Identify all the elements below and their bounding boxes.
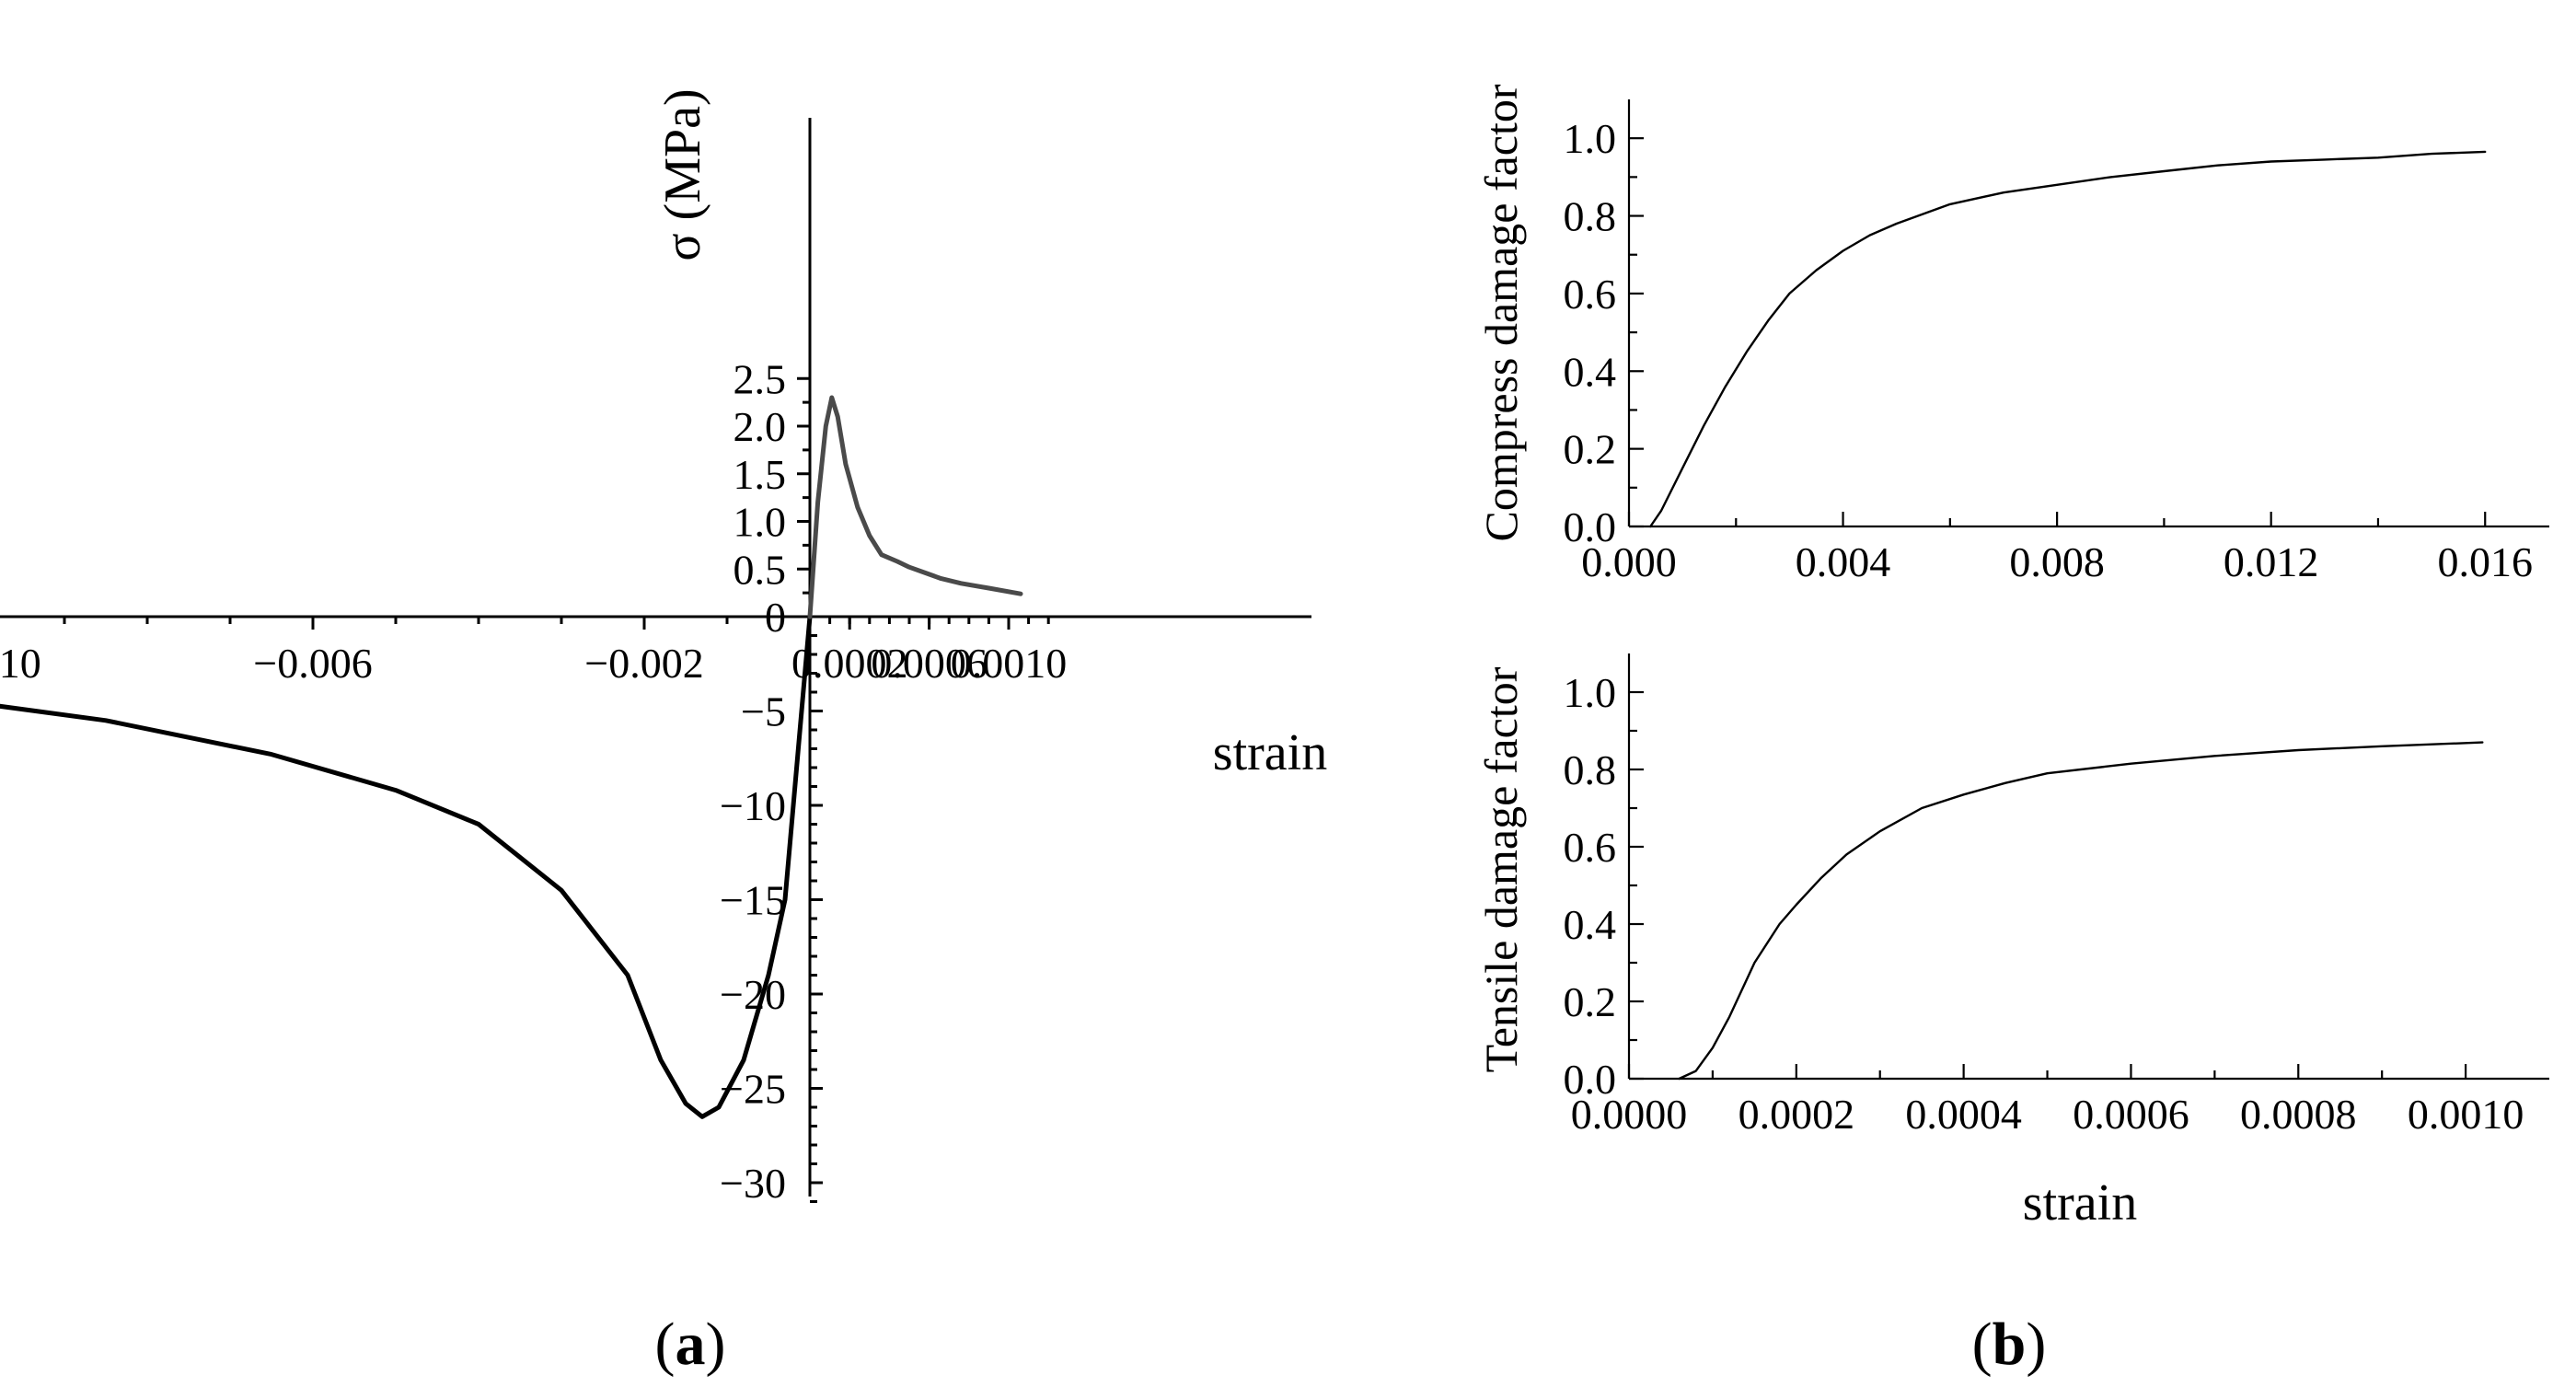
bt-x-tick-label-4: 0.016	[2437, 538, 2533, 585]
bb-x-tick-label-1: 0.0002	[1739, 1091, 1855, 1138]
bb-y-tick-label-5: 1.0	[1564, 669, 1617, 716]
bt-series-line	[1649, 150, 2487, 528]
panel-b-top-ticks	[1627, 137, 2487, 528]
panel-b-bottom-ticks	[1627, 690, 2467, 1081]
panel-a-x-tick-label-neg-3: −0.002	[584, 640, 703, 687]
panel-b-top-y-axis-label: Compress damage factor	[1475, 84, 1527, 541]
panel-a-series	[0, 395, 1023, 1119]
bb-x-tick-label-5: 0.0010	[2408, 1091, 2524, 1138]
bt-x-tick-label-3: 0.012	[2224, 538, 2319, 585]
panel-b-label: (b)	[1972, 1311, 2047, 1378]
panel-b-label-open: (	[1972, 1311, 1993, 1378]
panel-a-stress-strain: −0.014−0.010−0.006−0.0020.00020.00060.00…	[0, 88, 1327, 1378]
bt-y-tick-label-4: 0.8	[1564, 193, 1617, 240]
panel-a-label-letter: a	[676, 1311, 706, 1378]
bt-y-tick-label-1: 0.2	[1564, 426, 1617, 473]
panel-a-label-open: (	[655, 1311, 676, 1378]
bt-y-tick-label-2: 0.4	[1564, 348, 1617, 395]
panel-a-x-tick-label-neg-1: −0.010	[0, 640, 41, 687]
panel-b-bottom-axes	[1627, 653, 2549, 1081]
panel-a-ticks	[63, 376, 1050, 1203]
panel-a-y-tick-label-pos-2: 1.0	[734, 499, 787, 546]
panel-a-y-tick-label-pos-1: 0.5	[734, 546, 787, 593]
panel-b-bottom-tick-labels: 0.0000 0.0002 0.0004 0.0006 0.0008 0.0010 0.0 0…	[1564, 669, 2524, 1138]
bb-x-tick-label-2: 0.0004	[1905, 1091, 2022, 1138]
bt-y-tick-label-0: 0.0	[1564, 503, 1617, 550]
panel-a-label: (a)	[655, 1311, 726, 1378]
panel-b-bottom-series	[1678, 741, 2484, 1081]
bt-x-tick-label-0: 0.000	[1581, 538, 1677, 585]
panel-a-y-tick-label-pos-3: 1.5	[734, 451, 787, 498]
bb-series-line	[1678, 741, 2484, 1081]
panel-b-top-axes	[1627, 99, 2549, 528]
panel-a-axes	[0, 118, 1311, 1197]
panel-a-x-tick-label-pos-2: 0.0010	[951, 640, 1068, 687]
bt-y-tick-label-5: 1.0	[1564, 115, 1617, 162]
bb-y-tick-label-2: 0.4	[1564, 901, 1617, 948]
panel-a-y-tick-label-neg-1: −10	[720, 782, 786, 829]
bb-y-tick-label-0: 0.0	[1564, 1056, 1617, 1103]
panel-a-x-axis-label: strain	[1213, 724, 1327, 781]
panel-a-label-close: )	[706, 1311, 726, 1378]
panel-a-y-tick-label-neg-2: −15	[720, 877, 786, 924]
panel-a-y-tick-label-neg-3: −20	[720, 971, 786, 1018]
panel-a-y-tick-label-neg-0: −5	[741, 688, 786, 735]
panel-b-label-letter: b	[1993, 1311, 2027, 1378]
panel-a-x-tick-label-pos-0: 0.0002	[791, 640, 908, 687]
panel-a-x-tick-label-pos-1: 0.0006	[871, 640, 988, 687]
panel-a-tick-labels: −0.014−0.010−0.006−0.0020.00020.00060.00…	[0, 355, 1067, 1207]
panel-a-series-line-compression	[0, 614, 813, 1119]
panel-a-y-tick-label-pos-4: 2.0	[734, 403, 787, 450]
panel-b-tensile-damage: 0.0000 0.0002 0.0004 0.0006 0.0008 0.0010 0.0 0…	[1475, 653, 2549, 1378]
bb-y-tick-label-1: 0.2	[1564, 978, 1617, 1025]
panel-a-y-axis-label: σ (MPa)	[654, 88, 711, 260]
bb-y-tick-label-3: 0.6	[1564, 824, 1617, 871]
bt-x-tick-label-2: 0.008	[2009, 538, 2105, 585]
panel-a-x-tick-label-neg-2: −0.006	[253, 640, 372, 687]
panel-a-y-tick-label-pos-5: 2.5	[734, 355, 787, 402]
bt-x-tick-label-1: 0.004	[1796, 538, 1891, 585]
panel-a-series-line-tension	[807, 395, 1023, 619]
bb-x-tick-label-4: 0.0008	[2240, 1091, 2357, 1138]
panel-b-bottom-y-axis-label: Tensile damage factor	[1475, 666, 1527, 1072]
panel-b-compress-damage: 0.000 0.004 0.008 0.012 0.016 0.0 0.2 0.4 0.6 0.8…	[1475, 84, 2549, 585]
panel-a-y-tick-label-neg-5: −30	[720, 1160, 786, 1207]
panel-b-top-series	[1649, 150, 2487, 528]
bb-x-tick-label-0: 0.0000	[1571, 1091, 1688, 1138]
panel-a-y-tick-label-pos-0: 0	[765, 594, 786, 641]
panel-b-x-axis-label: strain	[2023, 1174, 2137, 1231]
bb-y-tick-label-4: 0.8	[1564, 746, 1617, 793]
panel-b-top-tick-labels: 0.000 0.004 0.008 0.012 0.016 0.0 0.2 0.4 0.6 0.8…	[1564, 115, 2533, 585]
bt-y-tick-label-3: 0.6	[1564, 271, 1617, 318]
bb-x-tick-label-3: 0.0006	[2073, 1091, 2189, 1138]
panel-b-label-close: )	[2026, 1311, 2046, 1378]
